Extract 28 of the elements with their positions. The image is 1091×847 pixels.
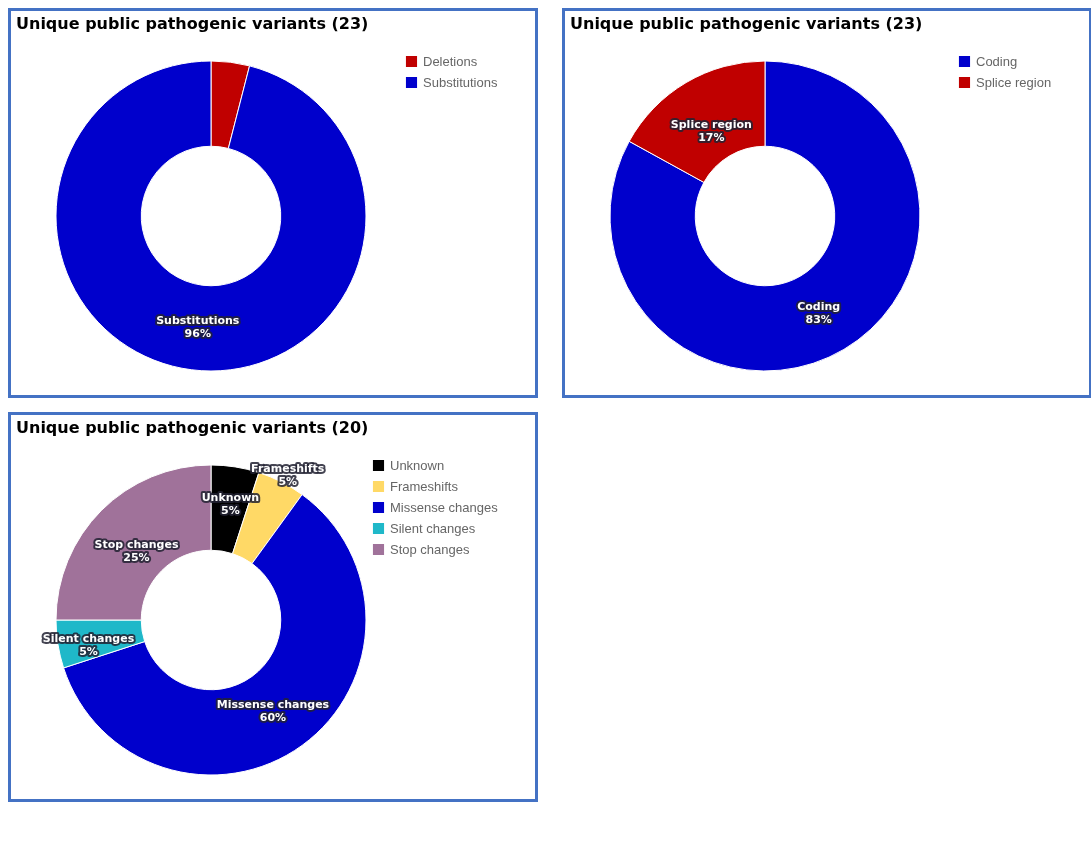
legend-label: Deletions (423, 53, 478, 69)
legend-label: Missense changes (390, 499, 499, 515)
legend-label: Coding (976, 53, 1018, 69)
legend-label: Unknown (390, 457, 445, 473)
slice-label: Missense changes (216, 698, 330, 712)
data-label: 5% (278, 475, 298, 489)
data-label: 60% (259, 711, 287, 725)
chart-title: Unique public pathogenic variants (23) (16, 14, 369, 33)
data-label: 25% (123, 551, 150, 565)
slice-label: Frameshifts (251, 462, 325, 476)
data-label: 17% (698, 131, 725, 145)
legend-label: Substitutions (423, 74, 498, 90)
legend-label: Frameshifts (390, 478, 459, 494)
data-label: 96% (184, 326, 211, 340)
data-label: 5% (79, 645, 98, 659)
data-label: 5% (221, 503, 240, 517)
legend-label: Silent changes (390, 520, 476, 536)
slice-label: Splice region (670, 118, 752, 132)
data-label: 83% (805, 312, 832, 326)
chart-title: Unique public pathogenic variants (20) (16, 418, 369, 437)
legend-label: Splice region (976, 74, 1052, 90)
slice-label: Substitutions (156, 313, 240, 327)
slice-label: Coding (797, 299, 841, 313)
chart-title: Unique public pathogenic variants (23) (570, 14, 923, 33)
legend-label: Stop changes (390, 541, 470, 557)
slice-label: Stop changes (94, 538, 179, 552)
donut-slice (609, 60, 921, 372)
donut-slice (55, 60, 367, 372)
